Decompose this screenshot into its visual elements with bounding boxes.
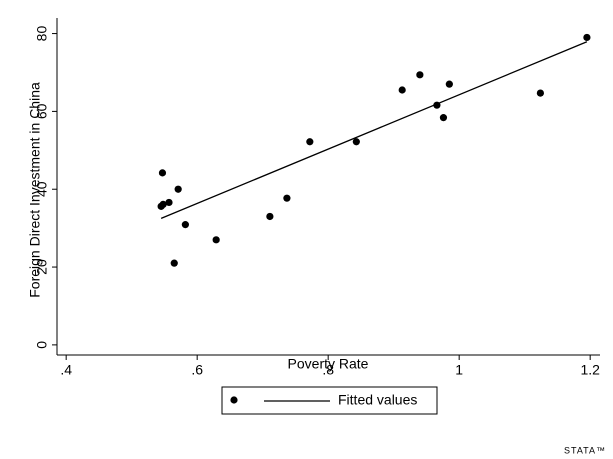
point [174,185,182,193]
point [212,236,220,244]
y-tick-label: 40 [34,181,50,197]
y-tick-label: 60 [34,103,50,119]
point [181,221,189,229]
point [583,33,591,42]
x-tick-label: .6 [191,362,203,378]
point [536,89,544,97]
y-axis-title: Foreign Direct Investment in China [27,82,43,298]
point [306,138,314,146]
point [283,194,291,202]
legend-label: Fitted values [338,392,417,408]
legend-marker [230,396,238,404]
point [445,80,453,88]
x-tick-label: 1 [455,362,463,378]
point [159,200,167,209]
point [352,138,360,146]
point [165,198,173,207]
y-tick-label: 80 [34,26,50,42]
point [398,86,406,94]
point [416,71,424,79]
y-tick-label: 20 [34,259,50,275]
x-tick-label: 1.2 [580,362,600,378]
y-tick-label: 0 [34,341,50,349]
point [170,259,178,267]
point [439,114,448,122]
fitted-line [160,41,588,220]
legend-box [221,386,438,415]
point [158,169,167,177]
logo: STATA™ [564,445,606,455]
x-axis-title: Poverty Rate [288,356,369,372]
point [266,212,274,221]
x-tick-label: .4 [60,362,72,378]
x-tick-label: .8 [322,362,334,378]
